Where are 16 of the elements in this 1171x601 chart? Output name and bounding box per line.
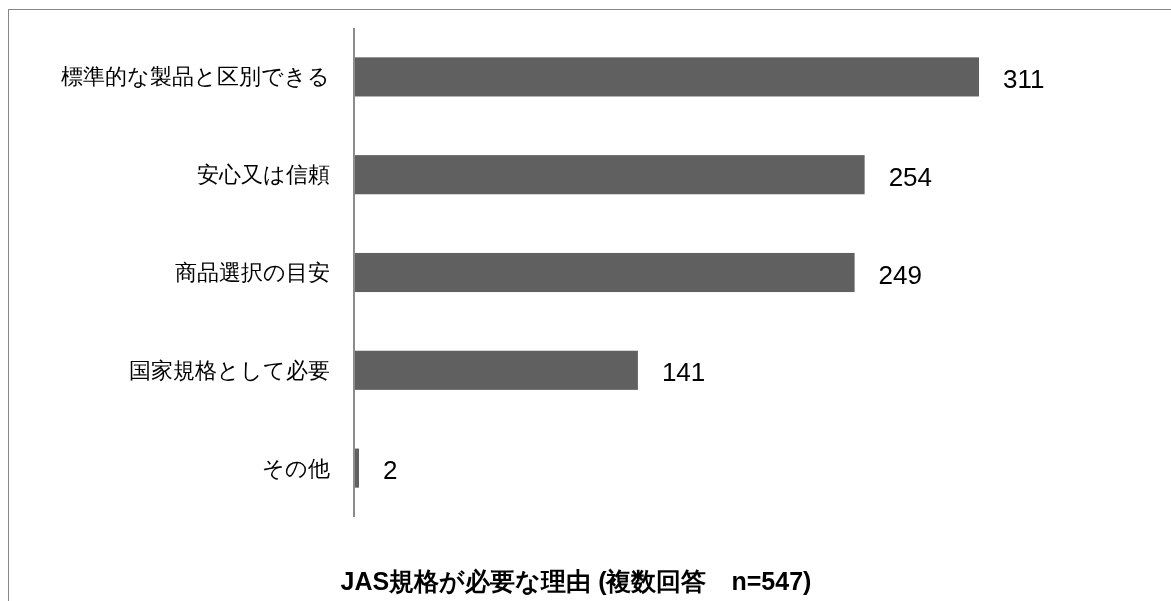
bar <box>355 155 865 195</box>
data-label: 249 <box>878 259 922 290</box>
data-label: 311 <box>1003 63 1045 94</box>
y-tick-label: 安心又は信頼 <box>197 162 330 188</box>
bar <box>355 57 979 97</box>
bar <box>355 448 360 488</box>
y-tick-label: 標準的な製品と区別できる <box>61 64 330 90</box>
bar <box>355 252 855 293</box>
y-tick-label: その他 <box>262 455 330 481</box>
data-label: 141 <box>661 357 706 388</box>
data-label: 2 <box>383 455 398 486</box>
text: JAS規格が必要な理由 (複数回答 n=547) <box>340 567 812 595</box>
y-tick-label: 商品選択の目安 <box>175 260 330 285</box>
bar <box>355 350 638 390</box>
y-tick-label: 国家規格として必要 <box>129 357 330 383</box>
data-label: 254 <box>888 161 933 192</box>
